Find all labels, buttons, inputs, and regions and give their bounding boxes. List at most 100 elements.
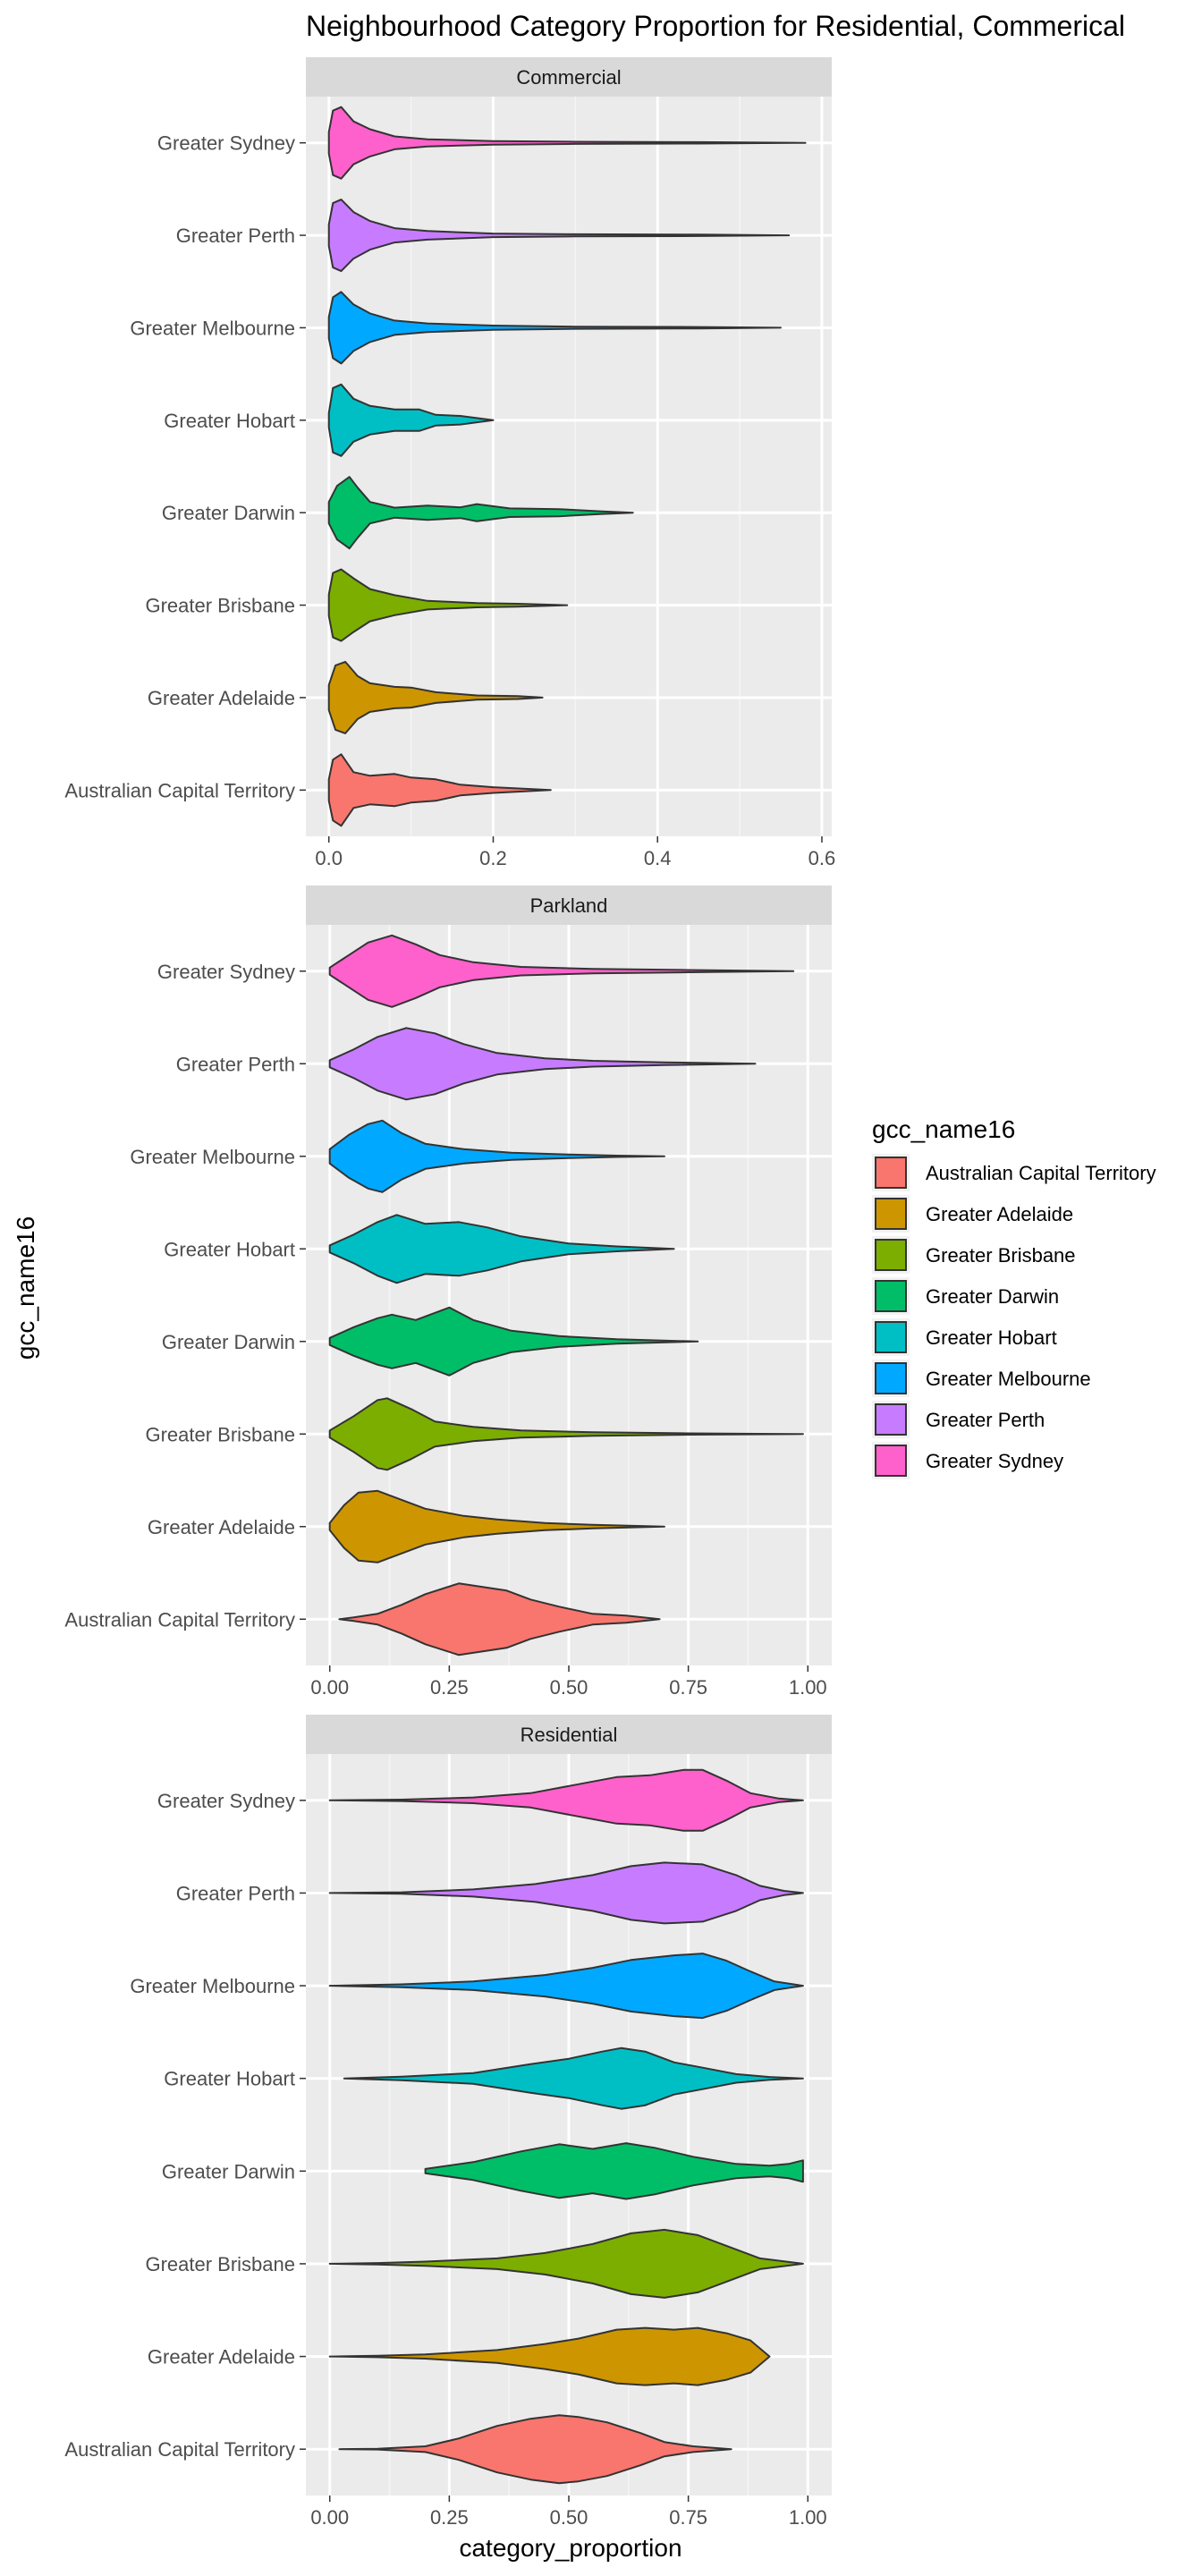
violin-parkland-greater-darwin: [328, 1306, 699, 1377]
legend-swatch: [875, 1280, 907, 1312]
violin-commercial-greater-adelaide: [327, 660, 544, 734]
violin-residential-greater-darwin: [424, 2142, 804, 2200]
y-tick-label: Greater Adelaide: [148, 2346, 295, 2368]
chart-title: Neighbourhood Category Proportion for Re…: [306, 10, 1125, 42]
x-tick-label: 1.00: [789, 2506, 827, 2529]
legend-label: Greater Brisbane: [926, 1244, 1076, 1267]
violin-parkland-greater-sydney: [328, 934, 795, 1008]
x-tick-label: 0.25: [430, 1676, 469, 1699]
violin-commercial-greater-hobart: [327, 383, 495, 457]
y-tick-label: Greater Brisbane: [145, 1423, 295, 1445]
y-tick-label: Greater Melbourne: [130, 317, 295, 339]
legend-item-greater-melbourne: Greater Melbourne: [872, 1360, 1091, 1397]
y-tick-label: Greater Darwin: [162, 502, 295, 524]
facet-panel-commercial: Commercial Australian Capital Territory Gr…: [64, 57, 835, 869]
violin-parkland-greater-adelaide: [328, 1489, 665, 1563]
legend-item-greater-perth: Greater Perth: [872, 1401, 1045, 1438]
legend-label: Australian Capital Territory: [926, 1162, 1156, 1184]
legend-label: Greater Darwin: [926, 1285, 1059, 1308]
violin-residential-greater-hobart: [343, 2046, 804, 2110]
y-tick-label: Greater Brisbane: [145, 595, 295, 617]
violin-commercial-greater-darwin: [327, 476, 634, 550]
violin-parkland-greater-melbourne: [328, 1119, 665, 1193]
panel-background: [306, 97, 832, 836]
x-tick-label: 0.0: [315, 847, 343, 869]
facet-strip-label: Commercial: [516, 66, 621, 89]
x-tick-label: 0.75: [669, 1676, 707, 1699]
y-tick-label: Greater Perth: [176, 1882, 295, 1904]
y-tick-label: Australian Capital Territory: [64, 2438, 295, 2461]
y-tick-label: Greater Hobart: [164, 1238, 295, 1260]
legend-title: gcc_name16: [872, 1115, 1015, 1143]
y-tick-label: Greater Brisbane: [145, 2253, 295, 2275]
y-tick-label: Greater Hobart: [164, 2068, 295, 2090]
y-tick-label: Greater Perth: [176, 225, 295, 247]
y-tick-label: Greater Perth: [176, 1053, 295, 1075]
y-tick-label: Greater Melbourne: [130, 1146, 295, 1168]
violin-commercial-greater-melbourne: [327, 291, 782, 365]
violin-residential-greater-perth: [328, 1861, 804, 1925]
legend-label: Greater Sydney: [926, 1450, 1063, 1472]
violin-commercial-greater-brisbane: [327, 568, 569, 642]
y-tick-label: Australian Capital Territory: [64, 779, 295, 801]
x-tick-label: 0.2: [479, 847, 507, 869]
violin-residential-australian-capital-territory: [338, 2414, 732, 2485]
violin-commercial-greater-perth: [327, 199, 791, 273]
violin-parkland-australian-capital-territory: [338, 1582, 661, 1657]
x-tick-label: 0.50: [550, 1676, 588, 1699]
legend-item-greater-hobart: Greater Hobart: [872, 1318, 1057, 1356]
y-tick-label: Greater Darwin: [162, 2160, 295, 2182]
legend-label: Greater Perth: [926, 1409, 1045, 1431]
y-tick-label: Australian Capital Territory: [64, 1608, 295, 1631]
legend-item-australian-capital-territory: Australian Capital Territory: [872, 1154, 1156, 1191]
facet-panel-residential: Residential Australian Capital Territory G…: [64, 1715, 832, 2529]
x-tick-label: 0.00: [310, 2506, 349, 2529]
legend-item-greater-adelaide: Greater Adelaide: [872, 1195, 1073, 1233]
facet-panel-parkland: Parkland Australian Capital Territory Grea…: [64, 886, 832, 1699]
y-tick-label: Greater Sydney: [157, 132, 295, 155]
legend-swatch: [875, 1321, 907, 1353]
x-tick-label: 0.4: [644, 847, 672, 869]
violin-parkland-greater-perth: [328, 1027, 757, 1101]
facet-strip: [306, 57, 832, 97]
violin-residential-greater-sydney: [328, 1768, 804, 1832]
violin-commercial-greater-sydney: [327, 106, 807, 180]
y-tick-label: Greater Melbourne: [130, 1975, 295, 1997]
facet-strip: [306, 1715, 832, 1754]
legend-swatch: [875, 1362, 907, 1394]
violin-residential-greater-brisbane: [328, 2228, 804, 2299]
y-tick-label: Greater Adelaide: [148, 1516, 295, 1538]
facet-strip: [306, 886, 832, 925]
facet-panels: Commercial Australian Capital Territory Gr…: [64, 57, 835, 2529]
x-axis-title: category_proportion: [459, 2534, 681, 2562]
violin-parkland-greater-hobart: [328, 1214, 675, 1284]
facet-strip-label: Parkland: [530, 894, 608, 917]
violin-parkland-greater-brisbane: [328, 1397, 804, 1471]
facet-strip-label: Residential: [521, 1724, 618, 1746]
legend-label: Greater Melbourne: [926, 1368, 1091, 1390]
violin-residential-greater-melbourne: [328, 1953, 804, 2020]
violin-commercial-australian-capital-territory: [327, 753, 552, 827]
legend-item-greater-brisbane: Greater Brisbane: [872, 1236, 1076, 1274]
y-tick-label: Greater Hobart: [164, 410, 295, 432]
legend-swatch: [875, 1445, 907, 1477]
legend-item-greater-sydney: Greater Sydney: [872, 1442, 1063, 1479]
legend-item-greater-darwin: Greater Darwin: [872, 1277, 1059, 1315]
y-tick-label: Greater Darwin: [162, 1331, 295, 1353]
legend-label: Greater Adelaide: [926, 1203, 1073, 1225]
x-tick-label: 0.25: [430, 2506, 469, 2529]
x-tick-label: 0.50: [550, 2506, 588, 2529]
legend-label: Greater Hobart: [926, 1326, 1057, 1349]
violin-residential-greater-adelaide: [328, 2326, 771, 2386]
x-tick-label: 0.00: [310, 1676, 349, 1699]
y-axis-title: gcc_name16: [12, 1216, 39, 1360]
legend-swatch: [875, 1403, 907, 1436]
x-tick-label: 0.6: [808, 847, 836, 869]
legend-swatch: [875, 1239, 907, 1271]
legend-swatch: [875, 1198, 907, 1230]
x-tick-label: 1.00: [789, 1676, 827, 1699]
y-tick-label: Greater Adelaide: [148, 687, 295, 709]
x-tick-label: 0.75: [669, 2506, 707, 2529]
y-tick-label: Greater Sydney: [157, 1790, 295, 1812]
